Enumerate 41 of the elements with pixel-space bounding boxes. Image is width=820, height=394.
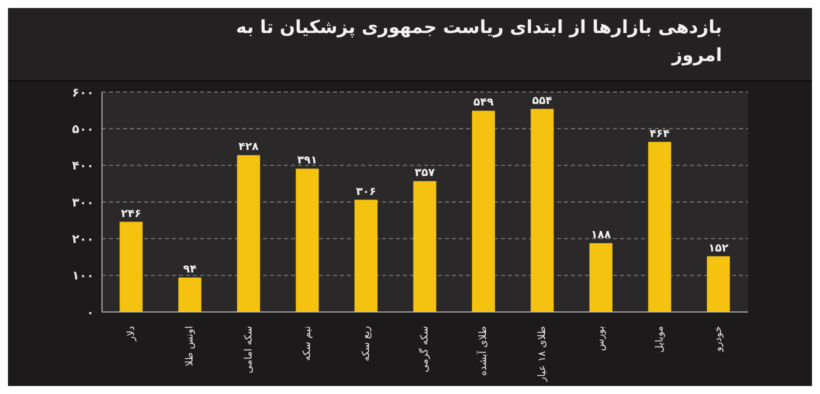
data-label: ۱۵۲	[708, 241, 729, 254]
data-label: ۹۴	[183, 262, 197, 276]
bar	[706, 256, 730, 312]
x-tick-label: دلار	[126, 326, 137, 342]
data-label: ۴۲۸	[238, 140, 259, 154]
bar	[354, 200, 378, 312]
x-tick-label: بورس	[596, 326, 607, 351]
y-tick-label: ۱۰۰	[72, 268, 94, 283]
bar	[296, 168, 319, 312]
data-label: ۵۵۴	[532, 94, 553, 107]
x-tick-label: نیم سکه	[302, 326, 314, 361]
y-tick-label: ۳۰۰	[72, 195, 94, 210]
bar	[648, 142, 672, 312]
data-label: ۵۴۹	[473, 96, 494, 109]
x-tick-label: موبایل	[654, 326, 666, 353]
x-tick-label: طلای آبشده	[476, 326, 490, 376]
bar	[413, 181, 436, 312]
x-tick-label: سکه امامی	[243, 326, 254, 374]
data-label: ۳۹۱	[297, 154, 318, 167]
x-tick-label: سکه گرمی	[418, 326, 430, 372]
y-tick-label: ۶۰۰	[72, 85, 94, 100]
chart-title: بازدهی بازارها از ابتدای ریاست جمهوری پزشکیان تا به امروز	[235, 16, 722, 68]
y-tick-label: ۲۰۰	[72, 232, 94, 246]
x-tick-label: ربع سکه	[360, 326, 372, 362]
bar	[237, 155, 260, 312]
data-label: ۱۸۸	[590, 228, 612, 242]
bar	[589, 243, 612, 312]
y-tick-label: ۴۰۰	[72, 158, 94, 173]
bar	[472, 110, 495, 312]
x-tick-label: خودرو	[713, 326, 724, 352]
y-tick-label: ۵۰۰	[72, 122, 94, 136]
data-label: ۳۵۷	[414, 166, 436, 180]
data-label: ۴۶۴	[650, 126, 670, 140]
data-label: ۲۴۶	[121, 206, 142, 220]
x-tick-label: طلای ۱۸ عیار	[536, 326, 548, 383]
bar	[530, 108, 554, 312]
x-tick-label: اونس طلا	[184, 326, 196, 366]
y-tick-label: ۰	[86, 305, 94, 320]
data-label: ۳۰۶	[356, 184, 376, 198]
bar	[120, 222, 143, 312]
bar	[178, 278, 202, 312]
